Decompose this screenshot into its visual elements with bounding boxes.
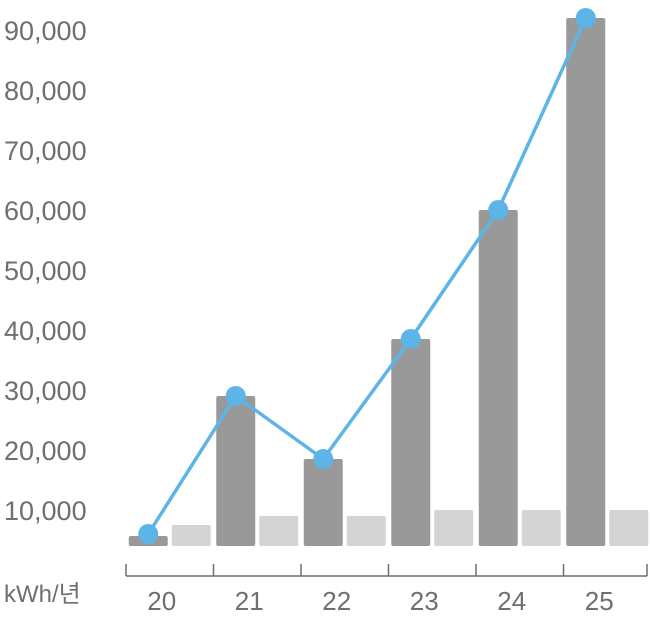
- y-tick-label: 40,000: [4, 316, 87, 346]
- y-tick-label: 30,000: [4, 376, 87, 406]
- bar-light: [346, 516, 386, 546]
- x-tick-label: 24: [497, 586, 526, 616]
- line-point: [575, 8, 596, 28]
- x-tick-label: 22: [322, 586, 351, 616]
- series-line: [146, 17, 588, 535]
- bar-dark: [566, 18, 606, 546]
- bar-dark: [391, 339, 431, 546]
- line-series: [138, 8, 596, 544]
- bar-light: [259, 516, 299, 546]
- x-axis: 20 21 22 23 24 25: [125, 564, 648, 616]
- line-point: [400, 329, 421, 349]
- y-tick-label: 60,000: [4, 196, 87, 226]
- y-axis-unit-label: kWh/년: [4, 581, 81, 608]
- bar-series-1: [128, 18, 606, 546]
- bar-series-2: [171, 510, 649, 546]
- bar-light: [609, 510, 649, 546]
- y-tick-label: 50,000: [4, 256, 87, 286]
- line-point: [138, 524, 159, 544]
- bar-dark: [478, 210, 518, 546]
- bar-light: [434, 510, 474, 546]
- line-point: [488, 200, 509, 220]
- bar-light: [171, 525, 211, 546]
- y-axis-ticks: 10,000 20,000 30,000 40,000 50,000 60,000 70,0…: [4, 16, 87, 526]
- line-point: [313, 449, 334, 469]
- line-point: [225, 386, 246, 406]
- x-tick-label: 21: [235, 586, 264, 616]
- y-tick-label: 70,000: [4, 136, 87, 166]
- y-tick-label: 10,000: [4, 496, 87, 526]
- x-tick-label: 23: [410, 586, 439, 616]
- x-tick-label: 25: [585, 586, 614, 616]
- bar-light: [521, 510, 561, 546]
- y-tick-label: 20,000: [4, 436, 87, 466]
- bar-dark: [216, 396, 256, 546]
- y-tick-label: 80,000: [4, 76, 87, 106]
- x-tick-label: 20: [147, 586, 176, 616]
- bar-dark: [303, 459, 343, 546]
- y-tick-label: 90,000: [4, 16, 87, 46]
